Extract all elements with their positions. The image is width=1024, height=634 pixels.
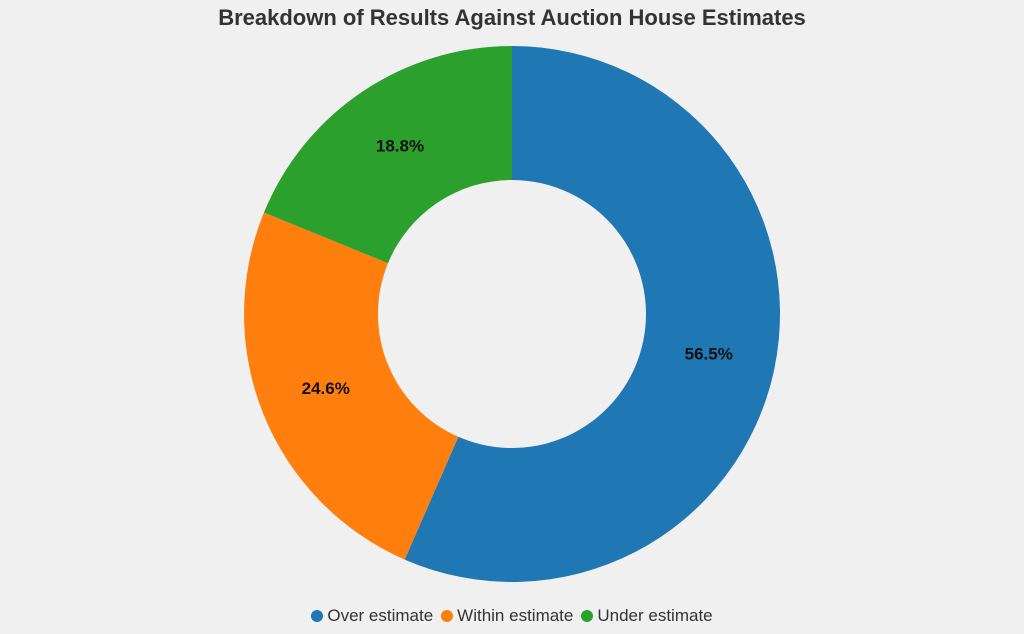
legend-item-under-estimate[interactable]: Under estimate [581, 606, 713, 626]
legend-label-over-estimate: Over estimate [327, 606, 434, 625]
slice-label-over-estimate: 56.5% [685, 345, 733, 364]
slice-over-estimate[interactable] [404, 46, 780, 582]
legend-label-under-estimate: Under estimate [597, 606, 713, 625]
legend-swatch-over-estimate [311, 610, 324, 622]
chart-title: Breakdown of Results Against Auction Hou… [218, 5, 806, 30]
legend-swatch-within-estimate [441, 610, 454, 622]
slice-label-under-estimate: 18.8% [376, 137, 424, 156]
legend-label-within-estimate: Within estimate [457, 606, 574, 625]
slice-within-estimate[interactable] [243, 212, 459, 560]
slice-label-within-estimate: 24.6% [302, 379, 350, 398]
legend-swatch-under-estimate [581, 610, 594, 622]
legend-item-within-estimate[interactable]: Within estimate [441, 606, 573, 626]
legend: Over estimate Within estimate Under esti… [0, 606, 1024, 626]
slice-under-estimate[interactable] [263, 46, 512, 264]
legend-item-over-estimate[interactable]: Over estimate [311, 606, 433, 626]
